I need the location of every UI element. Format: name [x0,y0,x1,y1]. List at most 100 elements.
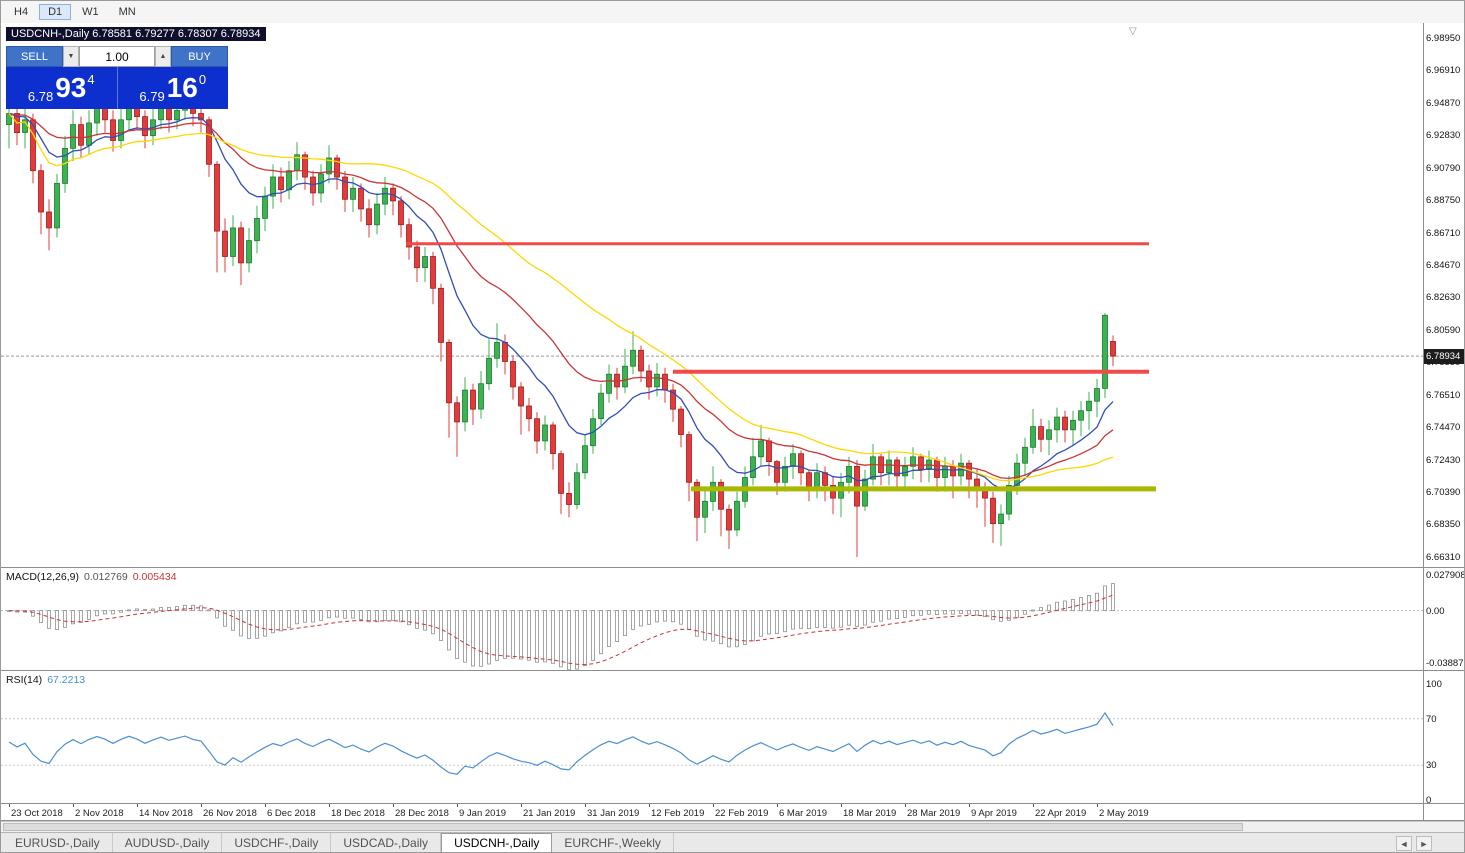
macd-axis-label: 0.027908 [1426,570,1465,581]
caret-up-icon: ▲ [159,53,167,60]
timeframe-button-w1[interactable]: W1 [73,4,108,20]
macd-axis-label: 0.00 [1426,606,1445,617]
rsi-axis-label: 100 [1426,679,1442,690]
date-tick [393,804,394,807]
macd-signal-value: 0.005434 [132,571,177,583]
macd-axis-label: -0.038871 [1426,658,1465,669]
chart-tab[interactable]: USDCHF-,Daily [222,833,332,852]
date-tick [457,804,458,807]
main-chart[interactable]: USDCNH-,Daily 6.78581 6.79277 6.78307 6.… [1,23,1423,567]
volume-increase-button[interactable]: ▲ [155,46,171,67]
chart-tab[interactable]: AUDUSD-,Daily [113,833,223,852]
date-axis-label: 22 Apr 2019 [1035,808,1087,819]
date-tick [713,804,714,807]
timeframe-toolbar: H4 D1 W1 MN [1,1,1464,24]
buy-price-big: 16 [166,72,198,103]
price-axis-label: 6.74470 [1426,422,1461,433]
timeframe-button-mn[interactable]: MN [110,4,145,20]
panel-separator [1,820,1464,821]
price-axis-label: 6.96910 [1426,65,1461,76]
arrow-left-icon: ◄ [1399,838,1409,849]
date-axis-label: 31 Jan 2019 [587,808,640,819]
sell-price-small: 6.78 [27,89,54,104]
date-axis-label: 22 Feb 2019 [715,808,769,819]
date-axis-label: 2 May 2019 [1099,808,1149,819]
caret-down-icon: ▼ [67,53,75,60]
date-tick [841,804,842,807]
chart-ohlc-header: USDCNH-,Daily 6.78581 6.79277 6.78307 6.… [6,27,266,41]
price-axis-label: 6.86710 [1426,228,1461,239]
panel-separator[interactable] [1,670,1464,671]
price-axis-label: 6.72430 [1426,455,1461,466]
date-tick [1097,804,1098,807]
volume-decrease-button[interactable]: ▼ [63,46,79,67]
date-tick [201,804,202,807]
current-price-tag: 6.78934 [1424,349,1464,364]
date-axis-label: 18 Dec 2018 [331,808,385,819]
panel-separator[interactable] [1,567,1464,568]
trade-price-row: 6.78 93 4 6.79 16 0 [6,67,228,109]
date-axis-label: 12 Feb 2019 [651,808,705,819]
date-axis-label: 28 Mar 2019 [907,808,961,819]
timeframe-button-d1[interactable]: D1 [39,4,72,20]
rsi-panel[interactable] [1,671,1423,803]
axis-divider [1423,23,1424,821]
date-axis-label: 2 Nov 2018 [75,808,124,819]
arrow-right-icon: ► [1419,838,1429,849]
one-click-trading-panel: SELL ▼ ▲ BUY 6.78 93 4 6.79 16 0 [6,46,228,109]
date-tick [1033,804,1034,807]
chart-tab[interactable]: USDCNH-,Daily [441,833,553,852]
price-axis[interactable]: 6.78934 6.98950 6.96910 6.94870 6.92830 6.90… [1424,23,1464,567]
date-tick [585,804,586,807]
sell-price-tile[interactable]: 6.78 93 4 [6,67,117,109]
buy-price-sup: 0 [198,72,207,87]
timeframe-button-h4[interactable]: H4 [5,4,37,20]
price-axis-label: 6.80590 [1426,325,1461,336]
date-tick [649,804,650,807]
chart-shift-icon[interactable]: ▽ [1129,26,1137,37]
chart-tab[interactable]: EURUSD-,Daily [3,833,113,852]
chart-tabs-bar: EURUSD-,Daily AUDUSD-,Daily USDCHF-,Daily U… [1,832,1464,852]
date-axis-label: 18 Mar 2019 [843,808,897,819]
date-tick [137,804,138,807]
macd-label: MACD(12,26,9) 0.012769 0.005434 [6,571,177,583]
horizontal-scrollbar[interactable] [1,821,1464,832]
price-axis-label: 6.94870 [1426,98,1461,109]
chart-tab[interactable]: EURCHF-,Weekly [552,833,674,852]
date-tick [9,804,10,807]
price-axis-label: 6.70390 [1426,487,1461,498]
tab-scroll-left-button[interactable]: ◄ [1396,836,1412,851]
sell-price-big: 93 [55,72,87,103]
price-axis-label: 6.92830 [1426,130,1461,141]
buy-price-tile[interactable]: 6.79 16 0 [116,67,229,109]
rsi-axis-label: 0 [1426,795,1432,806]
macd-chart-svg [1,583,1423,670]
rsi-label: RSI(14) 67.2213 [6,674,85,686]
chart-tabs: EURUSD-,Daily AUDUSD-,Daily USDCHF-,Daily U… [3,833,674,852]
price-axis-label: 6.98950 [1426,33,1461,44]
chart-tab[interactable]: USDCAD-,Daily [331,833,442,852]
date-tick [777,804,778,807]
sell-button[interactable]: SELL [6,46,63,67]
date-axis-label: 21 Jan 2019 [523,808,576,819]
panel-separator [1,803,1464,804]
date-axis-label: 6 Mar 2019 [779,808,828,819]
date-axis[interactable]: 23 Oct 2018 2 Nov 2018 14 Nov 2018 26 Nov 2… [1,804,1423,821]
sell-price-sup: 4 [87,72,95,87]
buy-button[interactable]: BUY [171,46,228,67]
price-axis-label: 6.82630 [1426,292,1461,303]
date-tick [905,804,906,807]
price-axis-label: 6.66310 [1426,552,1461,563]
trade-controls-row: SELL ▼ ▲ BUY [6,46,228,67]
rsi-chart-svg [1,711,1423,775]
tab-scroll-arrows: ◄ ► [1396,836,1432,851]
macd-panel[interactable] [1,568,1423,670]
date-tick [265,804,266,807]
date-axis-label: 9 Jan 2019 [459,808,507,819]
tab-scroll-right-button[interactable]: ► [1416,836,1432,851]
scrollbar-thumb[interactable] [3,823,1243,831]
date-axis-label: 26 Nov 2018 [203,808,257,819]
volume-input[interactable] [79,46,155,67]
price-axis-label: 6.88750 [1426,195,1461,206]
